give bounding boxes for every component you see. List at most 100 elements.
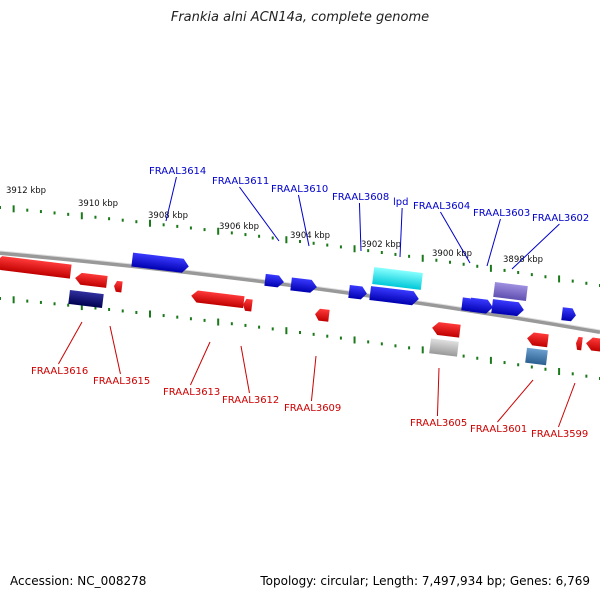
gene-label-reverse: FRAAL3613 <box>163 387 220 398</box>
inner-tick <box>394 344 397 348</box>
outer-tick <box>94 215 97 219</box>
outer-tick <box>0 206 1 209</box>
leader-line <box>440 211 471 264</box>
outer-tick <box>12 205 15 213</box>
gene-feature-reverse[interactable] <box>190 290 245 309</box>
gene-feature-other[interactable] <box>493 282 528 301</box>
outer-tick <box>312 241 315 245</box>
outer-tick <box>462 262 465 266</box>
scale-tick-label: 3904 kbp <box>290 231 330 241</box>
inner-tick <box>162 314 165 318</box>
gene-features <box>0 252 600 366</box>
gene-feature-other[interactable] <box>429 338 459 357</box>
gene-feature-forward[interactable] <box>369 286 419 306</box>
gene-label-forward: FRAAL3611 <box>212 176 269 187</box>
inner-tick <box>39 300 42 304</box>
inner-tick <box>26 299 29 303</box>
gene-feature-forward[interactable] <box>264 273 284 288</box>
gene-feature-other[interactable] <box>372 267 423 290</box>
inner-tick <box>230 322 233 326</box>
gene-feature-other[interactable] <box>525 347 548 366</box>
gene-feature-reverse[interactable] <box>74 272 108 288</box>
inner-tick <box>53 302 56 306</box>
leader-line <box>436 367 440 417</box>
gene-feature-reverse[interactable] <box>431 321 461 338</box>
inner-tick <box>121 309 124 313</box>
inner-tick <box>571 372 574 376</box>
gene-label-reverse: FRAAL3605 <box>410 418 467 429</box>
scale-tick-label: 3912 kbp <box>6 186 46 196</box>
leader-line <box>58 321 83 365</box>
inner-tick <box>408 346 411 350</box>
gene-feature-reverse[interactable] <box>575 336 583 351</box>
outer-tick <box>26 208 29 212</box>
outer-tick <box>189 226 192 230</box>
topology-summary: Topology: circular; Length: 7,497,934 bp… <box>260 574 590 588</box>
gene-feature-forward[interactable] <box>491 299 524 317</box>
gene-feature-reverse[interactable] <box>314 308 330 322</box>
gene-feature-reverse[interactable] <box>242 298 253 312</box>
inner-tick <box>244 323 247 327</box>
inner-tick <box>462 354 465 358</box>
scale-tick-label: 3898 kbp <box>503 255 543 265</box>
inner-tick <box>176 315 179 319</box>
gene-feature-other[interactable] <box>68 289 104 309</box>
gene-label-forward: FRAAL3602 <box>532 213 589 224</box>
gene-feature-forward[interactable] <box>290 277 317 293</box>
inner-tick <box>258 325 261 329</box>
scale-tick-label: 3900 kbp <box>432 249 472 259</box>
outer-tick <box>135 220 138 224</box>
outer-tick <box>162 223 165 227</box>
outer-tick <box>108 217 111 221</box>
gene-feature-reverse[interactable] <box>113 280 123 293</box>
leader-line <box>297 194 310 247</box>
gene-label-reverse: FRAAL3612 <box>222 395 279 406</box>
gene-feature-forward[interactable] <box>131 252 189 274</box>
inner-tick <box>312 332 315 336</box>
outer-tick <box>489 264 492 272</box>
outer-tick <box>558 275 561 283</box>
leader-line <box>189 341 211 386</box>
outer-tick <box>230 231 233 235</box>
scale-tick-label: 3906 kbp <box>219 222 259 232</box>
inner-tick <box>189 317 192 321</box>
inner-tick <box>585 374 588 378</box>
scale-tick-label: 3908 kbp <box>148 211 188 221</box>
inner-tick <box>285 327 288 335</box>
inner-tick <box>380 342 383 346</box>
leader-line <box>497 379 534 423</box>
outer-tick <box>203 228 206 232</box>
gene-feature-forward[interactable] <box>348 284 367 300</box>
gene-label-forward: FRAAL3614 <box>149 166 206 177</box>
gene-feature-reverse[interactable] <box>526 332 549 348</box>
leader-line <box>165 176 177 222</box>
inner-tick <box>367 340 370 344</box>
leader-line <box>240 345 250 394</box>
outer-tick <box>476 264 479 268</box>
map-title: Frankia alni ACN14a, complete genome <box>170 10 430 25</box>
inner-tick <box>558 368 561 376</box>
outer-tick <box>67 212 70 216</box>
outer-tick <box>503 268 506 272</box>
outer-tick <box>367 249 370 253</box>
leader-line <box>511 223 560 270</box>
inner-tick <box>108 307 111 311</box>
outer-tick <box>326 243 329 247</box>
gene-feature-reverse[interactable] <box>0 255 72 279</box>
outer-tick <box>121 218 124 222</box>
gene-feature-forward[interactable] <box>561 307 576 322</box>
outer-tick <box>435 258 438 262</box>
gene-feature-forward[interactable] <box>469 297 494 315</box>
gene-label-forward: FRAAL3604 <box>413 201 470 212</box>
gene-label-reverse: FRAAL3601 <box>470 424 527 435</box>
outer-tick <box>176 224 179 228</box>
outer-tick <box>285 236 288 244</box>
gene-label-forward: FRAAL3603 <box>473 208 530 219</box>
outer-tick <box>299 240 301 243</box>
inner-tick <box>489 356 492 364</box>
inner-tick <box>12 296 15 304</box>
gene-label-forward: lpd <box>393 197 408 208</box>
gene-label-reverse: FRAAL3616 <box>31 366 88 377</box>
gene-feature-reverse[interactable] <box>585 337 600 353</box>
gene-label-reverse: FRAAL3609 <box>284 403 341 414</box>
